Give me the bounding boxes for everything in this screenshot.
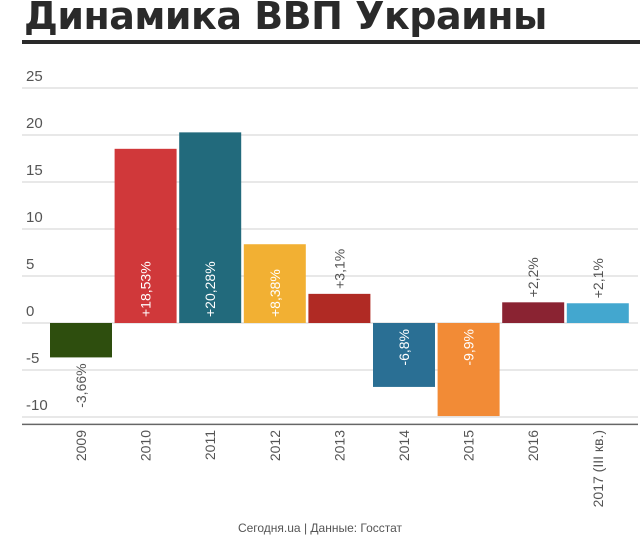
bar	[179, 132, 242, 323]
y-tick-label: 20	[26, 115, 43, 132]
y-tick-label: 0	[26, 303, 34, 320]
bar	[502, 302, 565, 323]
bar	[114, 148, 177, 323]
y-tick-label: -5	[26, 350, 39, 367]
bar	[373, 323, 435, 387]
x-tick-label: 2015	[461, 430, 477, 461]
bar	[50, 323, 112, 358]
chart-title: Динамика ВВП Украины	[24, 0, 547, 38]
x-tick-label: 2017 (III кв.)	[590, 430, 606, 507]
bar	[243, 244, 306, 323]
data-label: +8,38%	[267, 269, 283, 317]
data-label: +2,1%	[590, 258, 606, 298]
data-label: -6,8%	[396, 329, 412, 366]
x-tick-label: 2011	[202, 430, 218, 460]
y-tick-label: 25	[26, 68, 43, 85]
y-tick-label: 15	[26, 162, 43, 179]
title-underline	[22, 40, 640, 44]
data-label: +18,53%	[138, 261, 154, 317]
source-credit: Сегодня.ua | Данные: Госстат	[237, 521, 403, 535]
bar	[437, 323, 500, 417]
y-tick-label: -10	[26, 397, 48, 414]
data-label: -3,66%	[73, 363, 89, 407]
x-tick-label: 2016	[525, 430, 541, 461]
x-tick-label: 2014	[396, 430, 412, 461]
data-label: +2,2%	[525, 257, 541, 297]
x-tick-label: 2012	[267, 430, 283, 461]
data-label: +3,1%	[331, 249, 347, 289]
x-tick-label: 2013	[331, 430, 347, 461]
x-tick-label: 2010	[138, 430, 154, 461]
data-label: -9,9%	[461, 329, 477, 366]
x-tick-label: 2009	[73, 430, 89, 461]
data-label: +20,28%	[202, 261, 218, 317]
y-tick-label: 5	[26, 256, 34, 273]
y-tick-label: 10	[26, 209, 43, 226]
bar	[308, 293, 371, 323]
bar	[566, 303, 629, 323]
